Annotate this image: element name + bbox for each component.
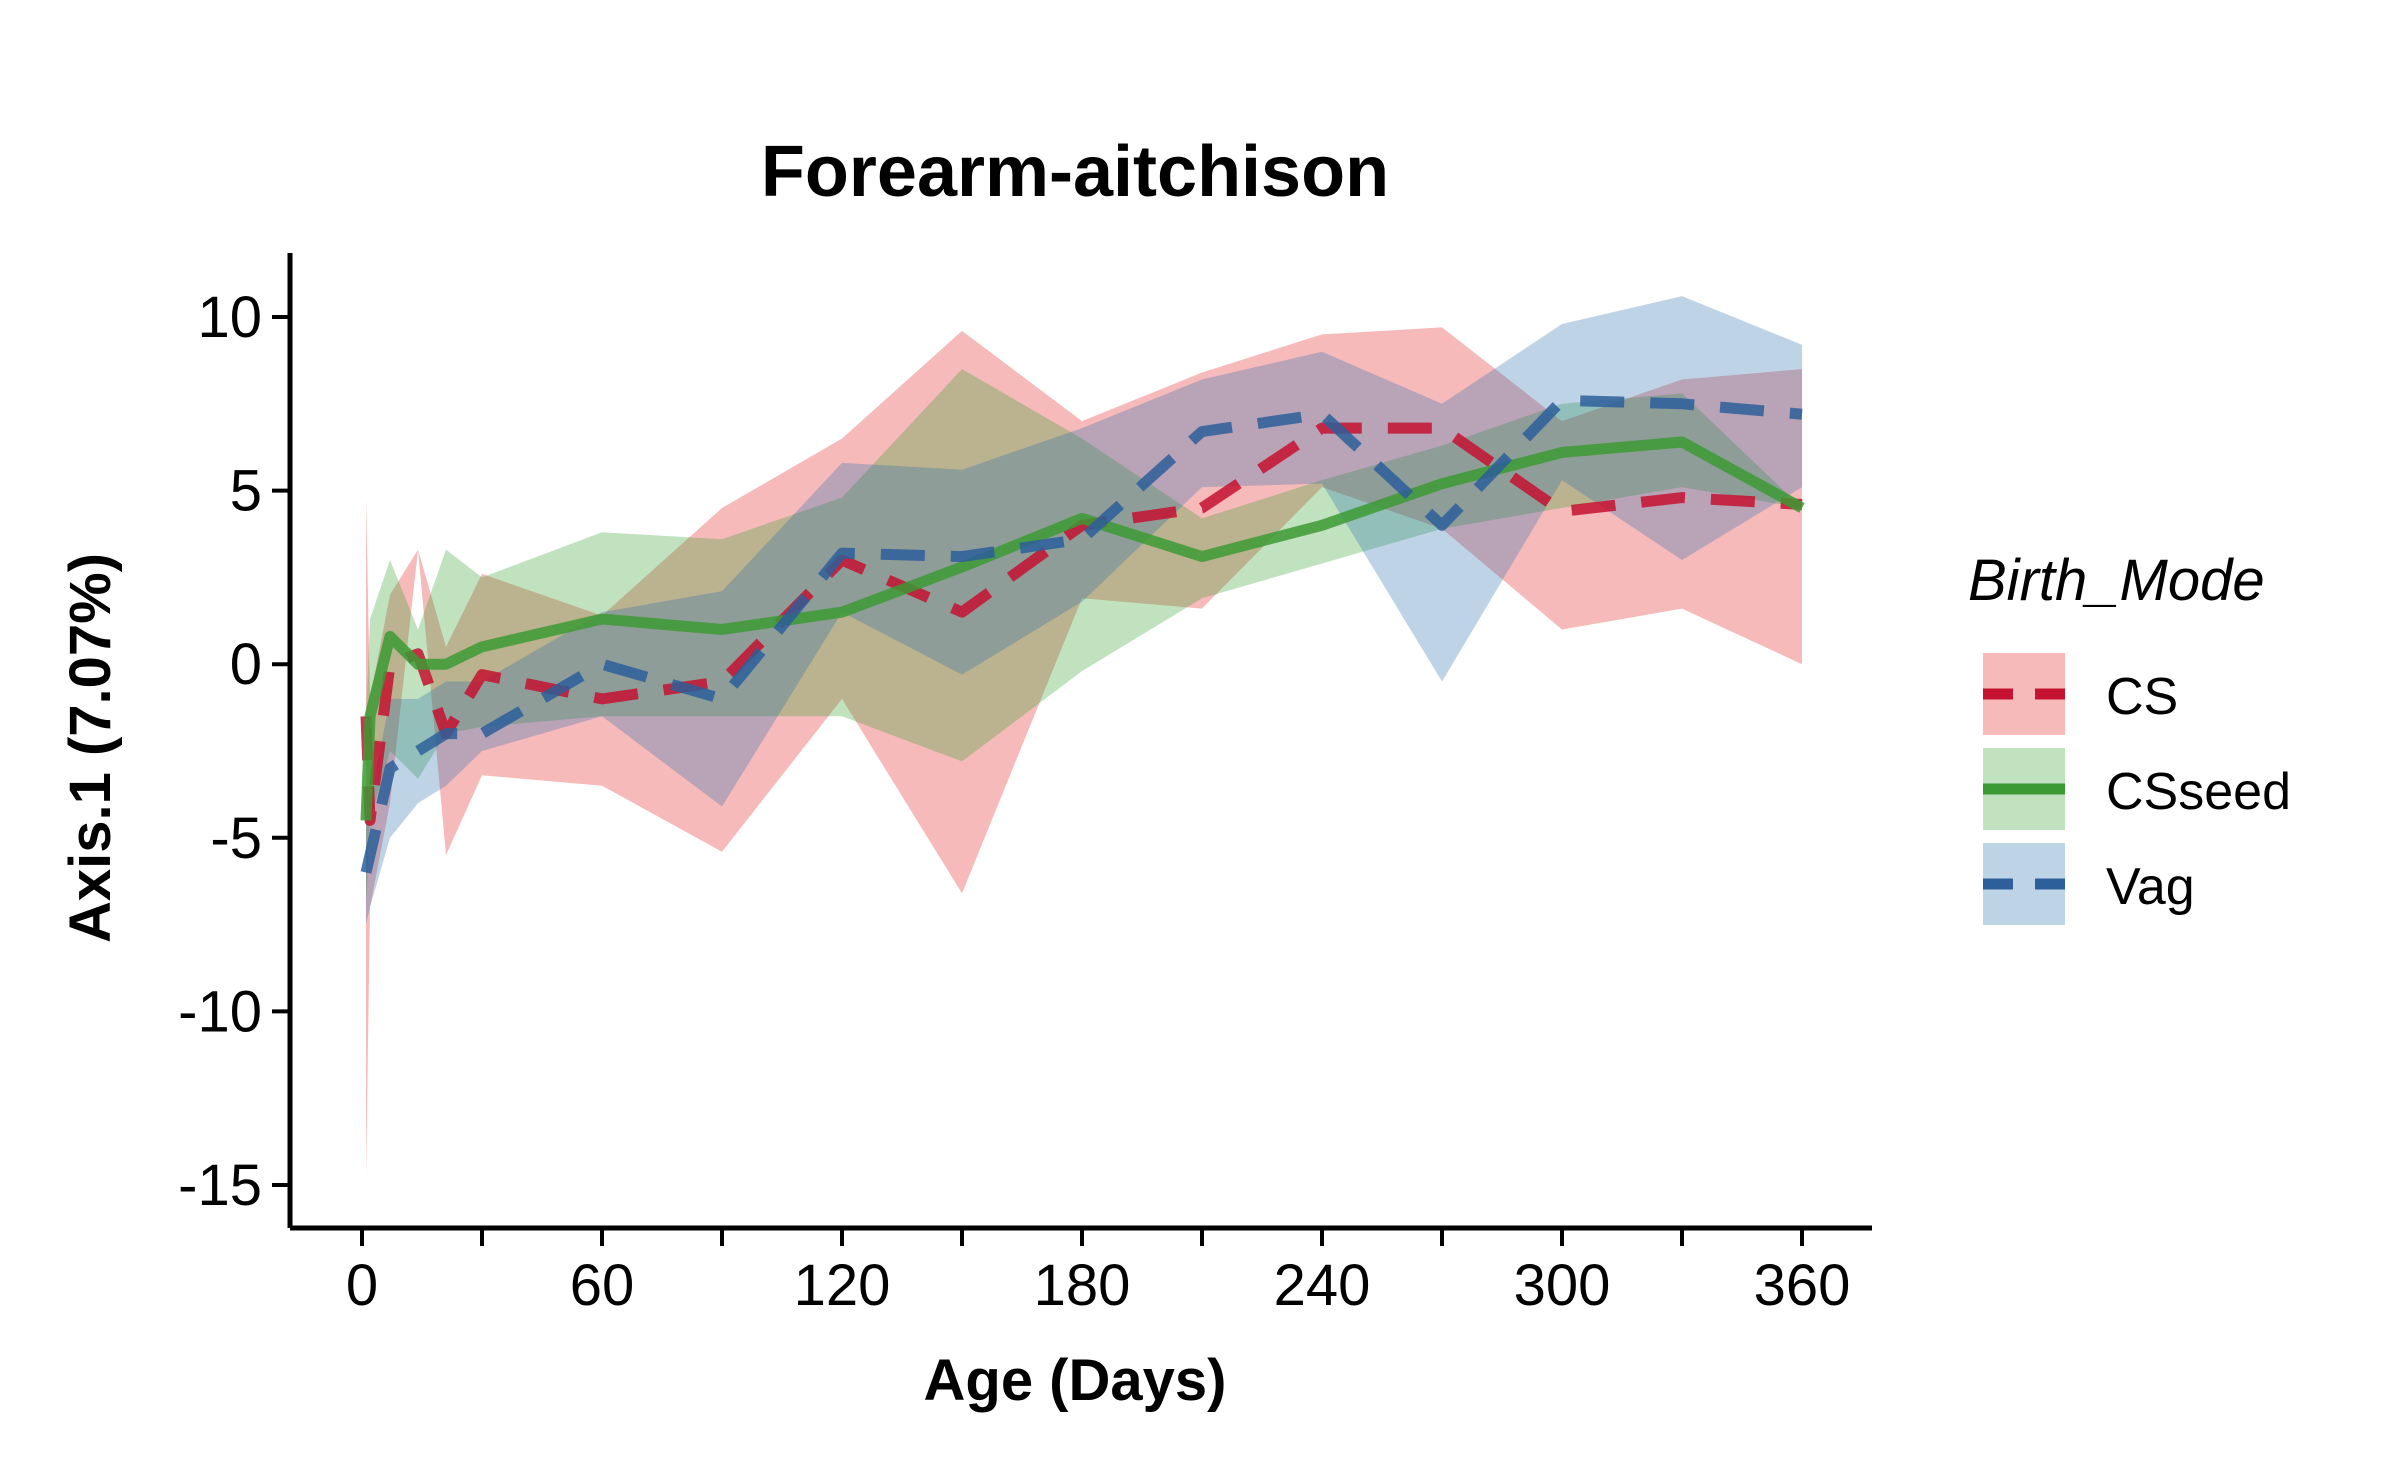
y-tick-label: 5: [230, 459, 262, 524]
y-tick-label: 10: [197, 285, 262, 350]
band-csseed: [366, 369, 1802, 908]
x-tick-label: 180: [1034, 1253, 1131, 1318]
x-axis-label: Age (Days): [924, 1348, 1227, 1413]
legend-item-csseed: CSseed: [1983, 748, 2291, 830]
y-tick-label: -15: [178, 1153, 262, 1218]
legend-label-vag: Vag: [2106, 858, 2195, 916]
legend-item-cs: CS: [1983, 653, 2178, 735]
x-tick-label: 60: [570, 1253, 635, 1318]
band-cs: [366, 327, 1802, 1179]
y-tick-label: -10: [178, 979, 262, 1044]
x-tick-label: 120: [794, 1253, 891, 1318]
x-tick-label: 0: [346, 1253, 378, 1318]
series-lines: [360, 394, 1805, 874]
legend: Birth_Mode CS CSseed Vag: [1968, 548, 2291, 925]
legend-title: Birth_Mode: [1968, 548, 2265, 613]
line-csseed: [360, 436, 1805, 821]
legend-items: CS CSseed Vag: [1983, 653, 2291, 925]
chart-title: Forearm-aitchison: [761, 132, 1389, 212]
y-tick-label: 0: [230, 632, 262, 697]
confidence-bands: [366, 296, 1802, 1179]
band-vag: [366, 296, 1802, 925]
x-tick-label: 300: [1514, 1253, 1611, 1318]
x-tick-label: 240: [1274, 1253, 1371, 1318]
x-tick-label: 360: [1754, 1253, 1851, 1318]
legend-label-csseed: CSseed: [2106, 763, 2291, 821]
legend-item-vag: Vag: [1983, 843, 2195, 925]
axes: 0 60 120 180 240 300 360 10 5 0 -5 -10 -15: [178, 253, 1872, 1318]
y-tick-label: -5: [210, 806, 262, 871]
y-axis-label: Axis.1 (7.07%): [58, 553, 123, 943]
line-vag: [360, 394, 1803, 874]
legend-label-cs: CS: [2106, 668, 2178, 726]
